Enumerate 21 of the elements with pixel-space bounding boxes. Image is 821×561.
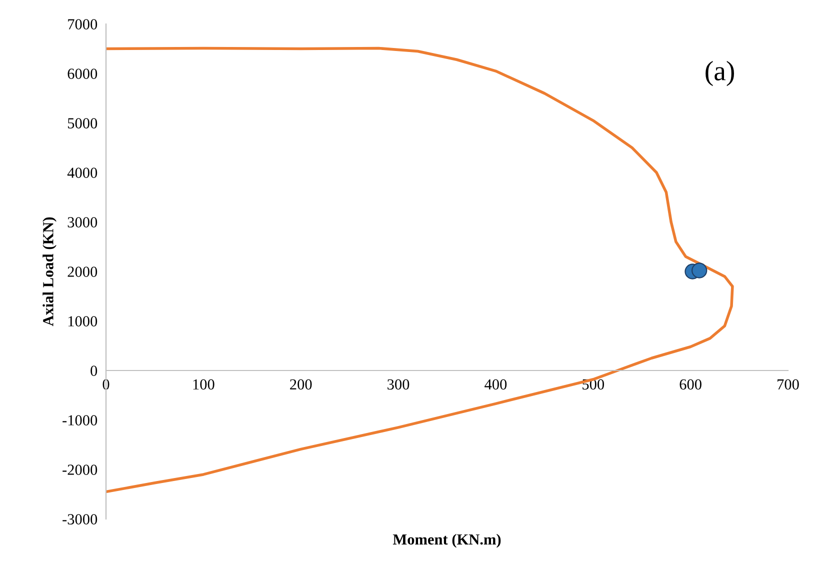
x-tick-label: 100 [193,379,214,390]
y-tick-label: 5000 [68,118,98,128]
x-tick-label: 300 [388,379,410,390]
x-tick-label: 0 [102,379,110,390]
y-tick-label: 2000 [68,266,98,277]
y-tick-label: 7000 [68,19,98,30]
y-tick-label: 6000 [68,68,98,79]
x-tick-label: 600 [680,379,702,390]
x-axis-title: Moment (KN.m) [392,534,501,548]
y-tick-label: -1000 [62,415,98,426]
x-tick-label: 400 [484,379,507,390]
y-tick-label: -3000 [62,514,98,524]
annotation: (a) [706,60,734,86]
y-tick-label: 0 [90,366,98,376]
x-tick-label: 700 [778,379,799,390]
y-axis-title: Axial Load (KN) [42,217,56,326]
y-tick-label: 4000 [67,168,98,178]
y-tick-label: -2000 [62,464,98,475]
x-tick-label: 200 [290,379,312,390]
y-tick-label: 3000 [68,217,98,228]
y-tick-label: 1000 [68,316,98,326]
